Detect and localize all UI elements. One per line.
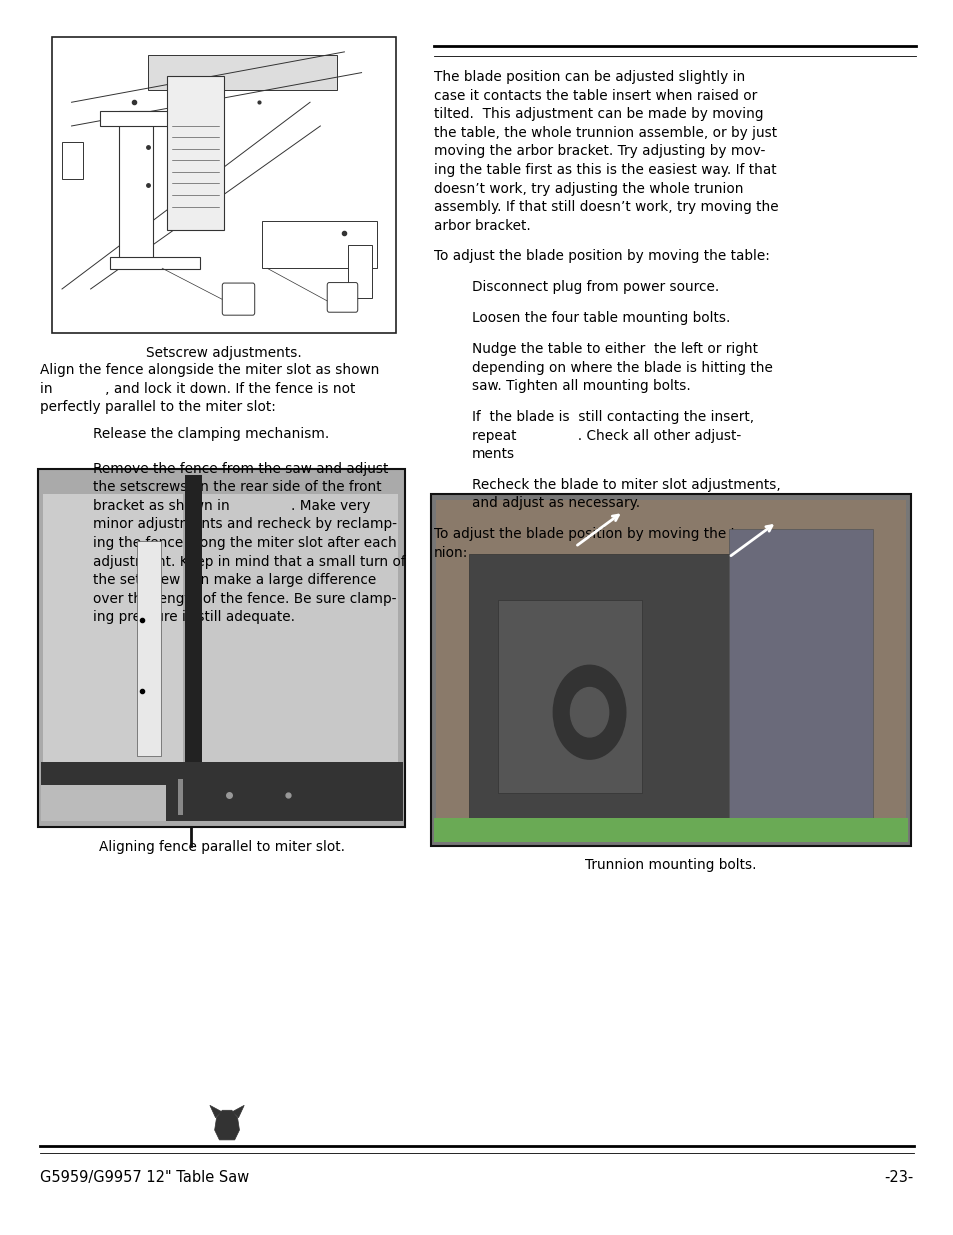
Circle shape: [570, 688, 608, 737]
Bar: [497, 600, 641, 793]
Bar: [41, 785, 166, 821]
Text: arbor bracket.: arbor bracket.: [434, 219, 530, 232]
Text: the setscrew can make a large difference: the setscrew can make a large difference: [92, 573, 375, 587]
Text: minor adjustments and recheck by reclamp-: minor adjustments and recheck by reclamp…: [92, 517, 396, 531]
Text: Align the fence alongside the miter slot as shown: Align the fence alongside the miter slot…: [40, 363, 379, 377]
Text: Loosen the four table mounting bolts.: Loosen the four table mounting bolts.: [472, 311, 730, 325]
FancyBboxPatch shape: [222, 283, 254, 315]
Bar: [199, 494, 397, 763]
Text: Disconnect plug from power source.: Disconnect plug from power source.: [472, 577, 719, 590]
Bar: [62, 142, 83, 179]
Polygon shape: [214, 1110, 239, 1140]
Text: -23-: -23-: [883, 1170, 913, 1184]
Bar: [167, 75, 224, 230]
Text: ments: ments: [472, 447, 515, 461]
Bar: [436, 500, 905, 840]
Text: the setscrews on the rear side of the front: the setscrews on the rear side of the fr…: [92, 480, 381, 494]
Text: doesn’t work, try adjusting the whole trunion: doesn’t work, try adjusting the whole tr…: [434, 182, 742, 195]
Bar: [100, 111, 214, 126]
Text: To adjust the blade position by moving the trun-: To adjust the blade position by moving t…: [434, 527, 763, 541]
Text: in            , and lock it down. If the fence is not: in , and lock it down. If the fence is n…: [40, 382, 355, 395]
Text: Recheck the blade to miter slot adjustments,: Recheck the blade to miter slot adjustme…: [472, 478, 781, 492]
Text: adjustment. Keep in mind that a small turn of: adjustment. Keep in mind that a small tu…: [92, 555, 405, 568]
Bar: [119, 111, 152, 259]
Bar: [43, 494, 182, 763]
Bar: [38, 469, 405, 827]
Circle shape: [553, 666, 625, 760]
Text: bracket as shown in              . Make very: bracket as shown in . Make very: [92, 499, 370, 513]
Text: Aligning fence parallel to miter slot.: Aligning fence parallel to miter slot.: [99, 840, 344, 853]
Bar: [110, 257, 200, 269]
Text: Remove the fence from the saw and adjust: Remove the fence from the saw and adjust: [92, 462, 388, 475]
Text: nion:: nion:: [434, 546, 468, 559]
Bar: [434, 818, 907, 842]
Text: To adjust the blade position by moving the table:: To adjust the blade position by moving t…: [434, 249, 769, 263]
Text: G5959/G9957 12" Table Saw: G5959/G9957 12" Table Saw: [40, 1170, 249, 1184]
Bar: [185, 475, 202, 821]
Text: case it contacts the table insert when raised or: case it contacts the table insert when r…: [434, 89, 757, 103]
Text: ing the fence along the miter slot after each: ing the fence along the miter slot after…: [92, 536, 395, 550]
Bar: [41, 762, 402, 821]
Text: Release the clamping mechanism.: Release the clamping mechanism.: [92, 427, 329, 441]
Text: Trunnion mounting bolts.: Trunnion mounting bolts.: [585, 858, 756, 872]
FancyBboxPatch shape: [327, 283, 357, 312]
Bar: [431, 494, 910, 846]
Bar: [348, 245, 372, 298]
FancyArrow shape: [148, 54, 336, 90]
Text: and adjust as necessary.: and adjust as necessary.: [472, 496, 639, 510]
Text: Disconnect plug from power source.: Disconnect plug from power source.: [472, 280, 719, 294]
Bar: [728, 530, 872, 829]
Text: ing pressure is still adequate.: ing pressure is still adequate.: [92, 610, 294, 624]
Bar: [177, 779, 182, 815]
Text: Setscrew adjustments.: Setscrew adjustments.: [146, 346, 302, 359]
Bar: [469, 553, 733, 818]
Bar: [137, 541, 161, 756]
Text: repeat              . Check all other adjust-: repeat . Check all other adjust-: [472, 429, 740, 442]
Text: depending on where the blade is hitting the: depending on where the blade is hitting …: [472, 361, 772, 374]
Polygon shape: [210, 1105, 221, 1118]
Bar: [52, 37, 395, 333]
Text: saw. Tighten all mounting bolts.: saw. Tighten all mounting bolts.: [472, 379, 690, 393]
Text: tilted.  This adjustment can be made by moving: tilted. This adjustment can be made by m…: [434, 107, 762, 121]
Text: perfectly parallel to the miter slot:: perfectly parallel to the miter slot:: [40, 400, 275, 414]
Text: If  the blade is  still contacting the insert,: If the blade is still contacting the ins…: [472, 410, 754, 424]
Text: the table, the whole trunnion assemble, or by just: the table, the whole trunnion assemble, …: [434, 126, 777, 140]
Text: moving the arbor bracket. Try adjusting by mov-: moving the arbor bracket. Try adjusting …: [434, 144, 764, 158]
Text: Nudge the table to either  the left or right: Nudge the table to either the left or ri…: [472, 342, 758, 356]
Text: ing the table first as this is the easiest way. If that: ing the table first as this is the easie…: [434, 163, 776, 177]
Text: assembly. If that still doesn’t work, try moving the: assembly. If that still doesn’t work, tr…: [434, 200, 778, 214]
Text: over the length of the fence. Be sure clamp-: over the length of the fence. Be sure cl…: [92, 592, 395, 605]
Text: The blade position can be adjusted slightly in: The blade position can be adjusted sligh…: [434, 70, 744, 84]
Bar: [262, 221, 376, 268]
Polygon shape: [233, 1105, 244, 1118]
